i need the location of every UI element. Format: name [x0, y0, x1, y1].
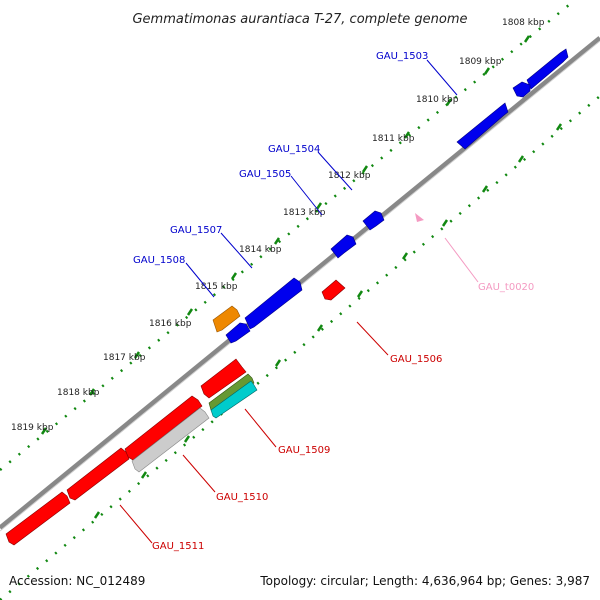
leader-line — [290, 175, 323, 216]
ruler-tick — [555, 123, 563, 131]
ruler-tick — [483, 67, 491, 75]
trna-marker[interactable] — [415, 213, 424, 222]
accession-text: Accession: NC_012489 — [9, 574, 145, 588]
leader-line — [426, 59, 458, 96]
ruler-label: 1811 kbp — [372, 134, 415, 144]
ruler-tick — [40, 427, 48, 435]
leader-line — [119, 504, 153, 544]
forward-genes — [212, 48, 569, 344]
leader-line — [182, 454, 216, 493]
gene-arrow-1503[interactable] — [526, 48, 569, 90]
orange-feature[interactable] — [212, 305, 241, 333]
ruler-labels: 1808 kbp 1809 kbp 1810 kbp 1811 kbp 1812… — [11, 18, 545, 433]
gene-arrow-small[interactable] — [225, 322, 251, 344]
gene-arrow-1509-red[interactable] — [200, 358, 247, 399]
ruler-tick — [445, 98, 453, 106]
gene-label[interactable]: GAU_1507 — [170, 225, 222, 236]
ruler-label: 1814 kbp — [239, 245, 282, 255]
gene-arrow-1507[interactable] — [362, 210, 385, 231]
ruler-label: 1818 kbp — [57, 388, 100, 398]
gene-label[interactable]: GAU_t0020 — [478, 282, 534, 293]
ruler-label: 1809 kbp — [459, 57, 502, 67]
ruler-label: 1817 kbp — [103, 353, 146, 363]
ruler-tick — [88, 388, 96, 396]
ruler-tick — [274, 359, 282, 367]
ruler-tick — [315, 202, 323, 210]
ruler-label: 1813 kbp — [283, 208, 326, 218]
leader-line — [444, 237, 479, 283]
gene-arrow-1505[interactable] — [456, 102, 509, 150]
ruler-tick — [183, 435, 191, 443]
gene-label[interactable]: GAU_1509 — [278, 445, 330, 456]
ruler-tick — [361, 165, 369, 173]
ruler-tick — [273, 237, 281, 245]
gene-label[interactable]: GAU_1503 — [376, 51, 428, 62]
gene-label[interactable]: GAU_1506 — [390, 354, 442, 365]
gene-label[interactable]: GAU_1510 — [216, 492, 268, 503]
gene-label[interactable]: GAU_1504 — [268, 144, 320, 155]
gene-arrow-1508[interactable] — [330, 234, 357, 259]
gene-label[interactable]: GAU_1511 — [152, 541, 204, 552]
gene-label[interactable]: GAU_1505 — [239, 169, 291, 180]
ruler-tick — [441, 219, 449, 227]
ruler-tick — [356, 290, 364, 298]
ruler-label: 1812 kbp — [328, 171, 371, 181]
ruler-tick — [230, 272, 238, 280]
gray-feature[interactable] — [131, 407, 210, 473]
reverse-genes — [5, 279, 346, 546]
leader-line — [220, 232, 253, 269]
leader-line — [244, 408, 277, 448]
gene-labels: GAU_1503 GAU_1504 GAU_1505 GAU_1507 GAU_… — [133, 51, 534, 552]
leader-line — [317, 151, 353, 191]
gene-arrow-red-low[interactable] — [66, 447, 130, 501]
leader-lines — [119, 59, 479, 544]
ruler-tick — [133, 351, 141, 359]
ruler-tick — [403, 131, 411, 139]
ruler-label: 1815 kbp — [195, 282, 238, 292]
ruler-tick — [401, 252, 409, 260]
leader-line — [356, 321, 389, 356]
leader-line — [185, 262, 215, 298]
outer-ruler-major-ticks — [40, 35, 531, 435]
inner-ruler-track — [0, 95, 600, 600]
gene-label[interactable]: GAU_1508 — [133, 255, 185, 266]
ruler-tick — [316, 324, 324, 332]
ruler-label: 1819 kbp — [11, 423, 54, 433]
genome-summary-text: Topology: circular; Length: 4,636,964 bp… — [259, 574, 590, 588]
genome-title: Gemmatimonas aurantiaca T-27, complete g… — [132, 12, 467, 27]
gene-arrow-large[interactable] — [244, 277, 303, 330]
gene-arrow-1506[interactable] — [321, 279, 346, 301]
ruler-tick — [523, 35, 531, 43]
gene-arrow-1504[interactable] — [512, 81, 531, 98]
ruler-tick — [517, 155, 525, 163]
ruler-tick — [93, 511, 101, 519]
cyan-feature[interactable] — [210, 380, 258, 419]
ruler-tick — [140, 471, 148, 479]
ruler-label: 1808 kbp — [502, 18, 545, 28]
ruler-tick — [481, 185, 489, 193]
ruler-label: 1810 kbp — [416, 95, 459, 105]
gene-arrow-1511[interactable] — [5, 491, 71, 546]
ruler-label: 1816 kbp — [149, 319, 192, 329]
ruler-tick — [186, 308, 194, 316]
